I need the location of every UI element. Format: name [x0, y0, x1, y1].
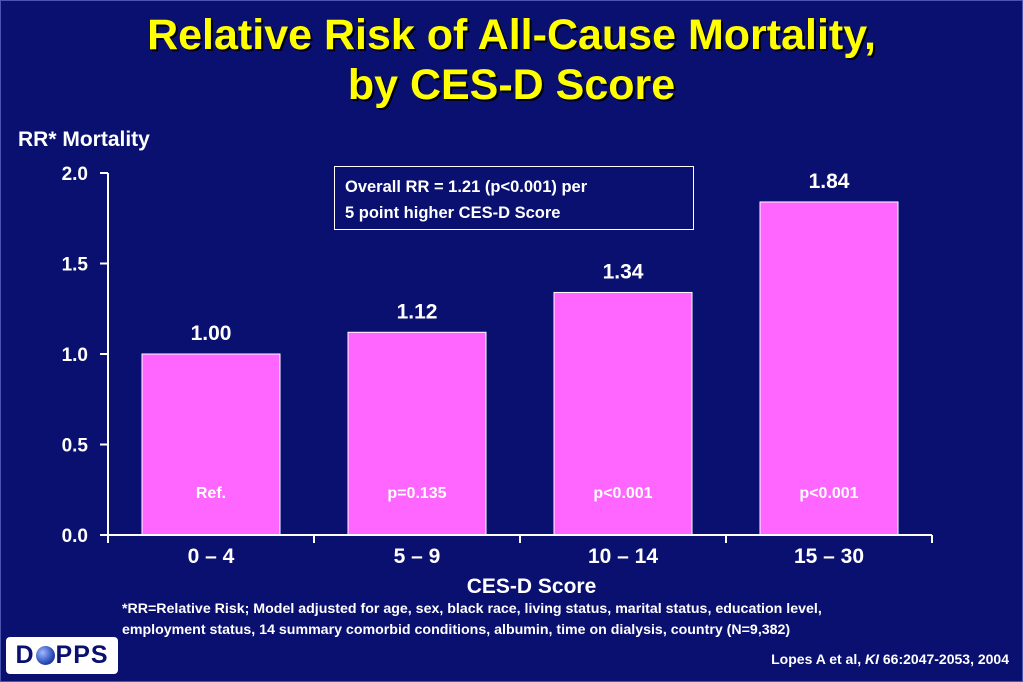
bar-p-value-label: Ref. — [196, 485, 226, 502]
bar-value-label: 1.12 — [397, 300, 438, 323]
y-tick-label: 1.0 — [62, 345, 88, 366]
y-axis-label: RR* Mortality — [18, 128, 150, 151]
bar-p-value-label: p<0.001 — [799, 485, 858, 502]
bar — [347, 331, 487, 536]
x-tick-label: 10 – 14 — [588, 545, 658, 568]
y-tick-label: 2.0 — [62, 164, 88, 185]
citation: Lopes A et al, KI 66:2047-2053, 2004 — [771, 651, 1009, 667]
citation-journal: KI — [865, 651, 879, 667]
dopps-logo: D PPS — [6, 637, 118, 674]
citation-suffix: 66:2047-2053, 2004 — [879, 651, 1009, 667]
bar — [141, 353, 281, 536]
note-line-2: 5 point higher CES-D Score — [345, 204, 561, 222]
y-tick-label: 0.5 — [62, 436, 89, 457]
bar-p-value-label: p<0.001 — [593, 485, 652, 502]
logo-text-right: PPS — [55, 641, 109, 669]
overall-rr-note: Overall RR = 1.21 (p<0.001) per 5 point … — [334, 166, 694, 230]
footnote-line-1: *RR=Relative Risk; Model adjusted for ag… — [122, 601, 822, 617]
footnote: *RR=Relative Risk; Model adjusted for ag… — [122, 599, 1017, 641]
citation-prefix: Lopes A et al, — [771, 651, 865, 667]
y-tick-label: 0.0 — [62, 526, 88, 547]
globe-icon — [35, 646, 55, 665]
title-line-1: Relative Risk of All-Cause Mortality, — [147, 11, 876, 59]
bar — [759, 201, 899, 536]
bar-p-value-label: p=0.135 — [387, 485, 446, 502]
x-tick-label: 15 – 30 — [794, 545, 864, 568]
x-tick-label: 5 – 9 — [394, 545, 441, 568]
note-line-1: Overall RR = 1.21 (p<0.001) per — [345, 178, 588, 196]
x-tick-label: 0 – 4 — [188, 545, 235, 568]
bar-value-label: 1.00 — [191, 322, 232, 345]
y-tick-label: 1.5 — [62, 255, 89, 276]
logo-text-left: D — [15, 641, 35, 669]
title-line-2: by CES-D Score — [347, 61, 676, 109]
footnote-line-2: employment status, 14 summary comorbid c… — [122, 622, 791, 638]
bar-value-label: 1.84 — [809, 170, 850, 193]
x-axis-label: CES-D Score — [466, 575, 597, 598]
bar-value-label: 1.34 — [603, 260, 644, 283]
bar — [553, 291, 693, 536]
slide-title: Relative Risk of All-Cause Mortality, by… — [0, 10, 1023, 110]
